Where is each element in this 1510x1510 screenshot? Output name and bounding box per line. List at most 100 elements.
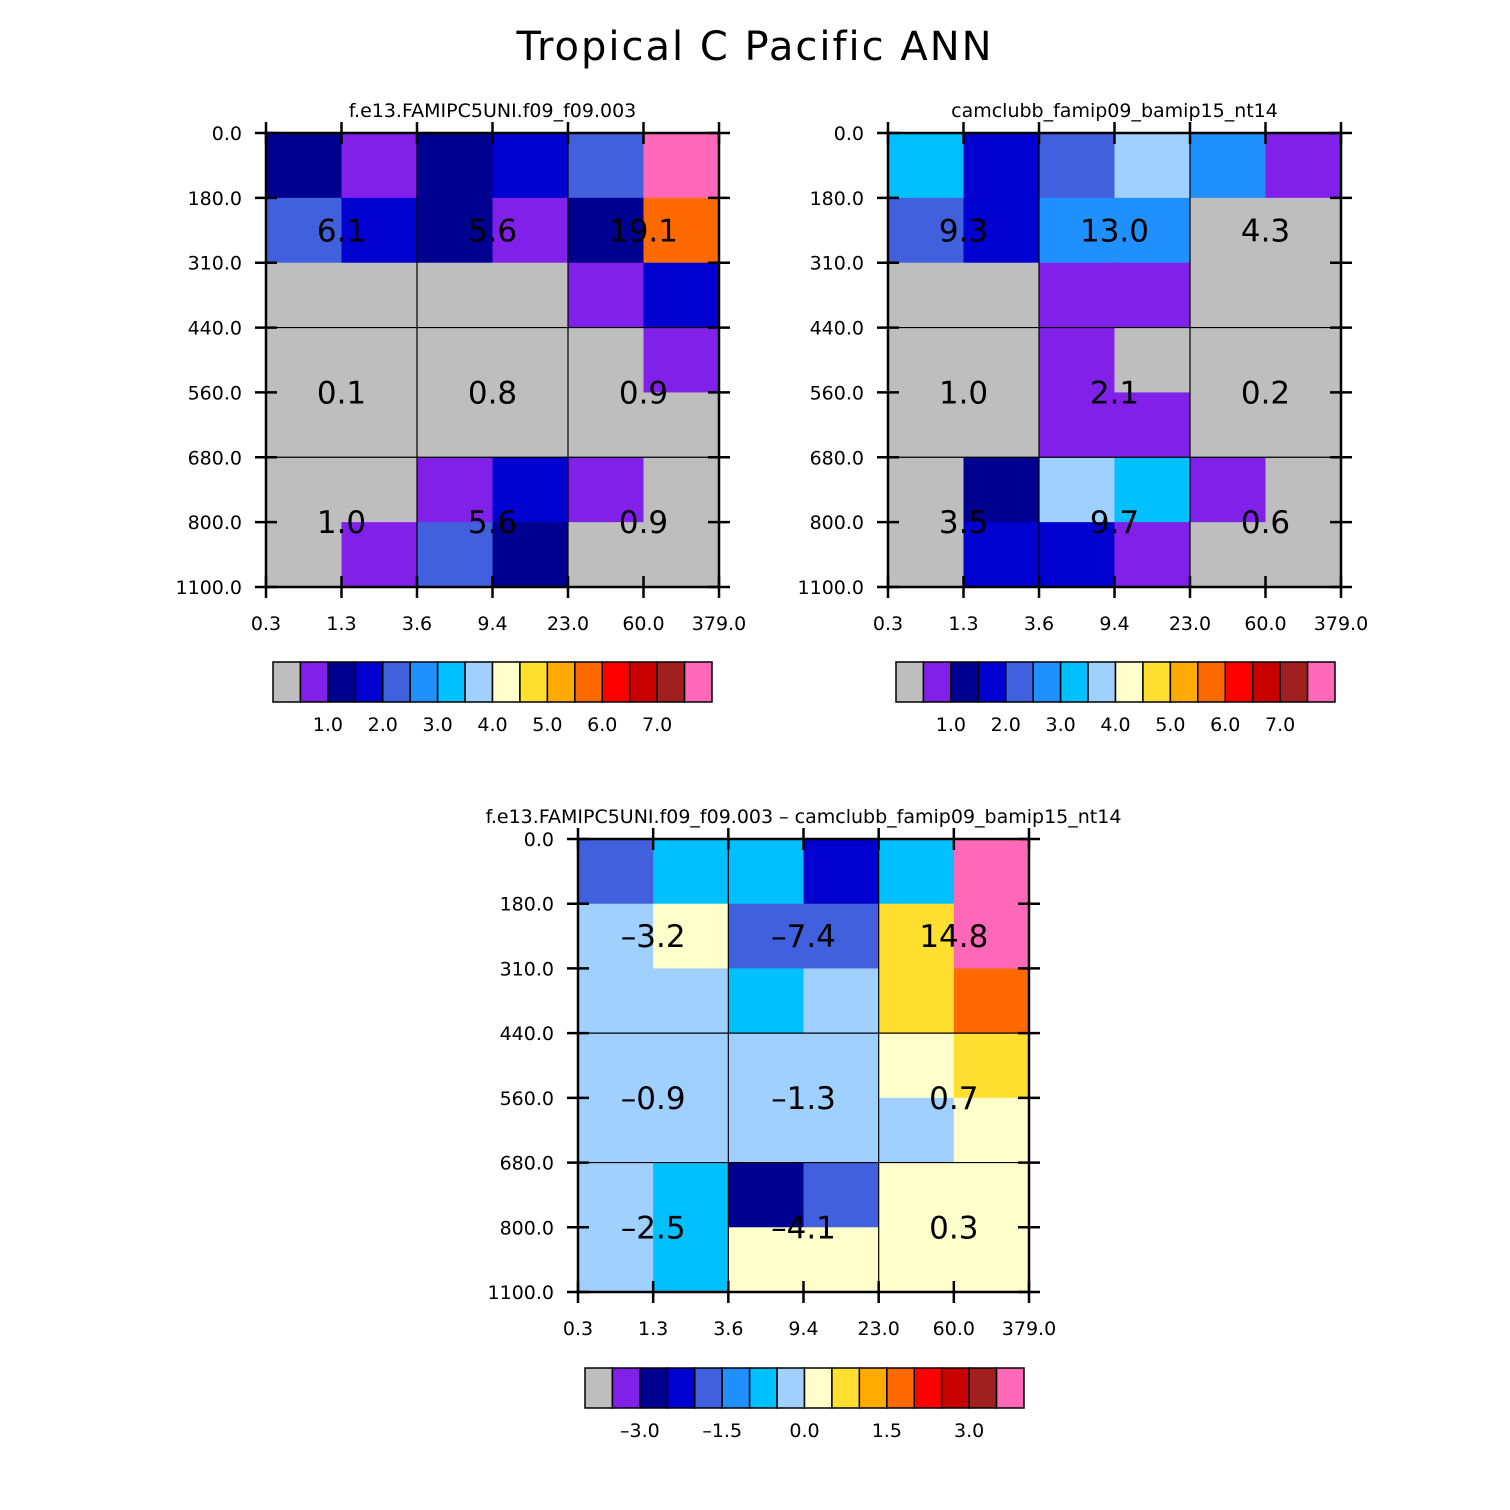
colorbar-box bbox=[1114, 661, 1144, 703]
heatmap-cell bbox=[417, 392, 493, 458]
colorbar-label: –1.5 bbox=[702, 1420, 742, 1442]
heatmap-cell bbox=[341, 133, 418, 199]
x-tick-label: 23.0 bbox=[858, 1318, 900, 1340]
colorbar-label: 2.0 bbox=[991, 714, 1021, 736]
colorbar-box bbox=[491, 661, 521, 703]
heatmap-cell bbox=[492, 392, 569, 458]
colorbar-box bbox=[409, 661, 439, 703]
heatmap-cell bbox=[1190, 262, 1266, 329]
colorbar-label: 2.0 bbox=[368, 714, 398, 736]
y-tick-label: 440.0 bbox=[500, 1023, 554, 1045]
heatmap-cell bbox=[963, 262, 1040, 329]
y-tick-label: 180.0 bbox=[810, 188, 864, 210]
group-value-label: 0.7 bbox=[929, 1081, 978, 1117]
heatmap-cell bbox=[953, 1097, 1030, 1164]
colorbar-box bbox=[895, 661, 925, 703]
y-tick-label: 800.0 bbox=[500, 1217, 554, 1239]
colorbar-box bbox=[1142, 661, 1172, 703]
x-tick-label: 3.6 bbox=[1024, 613, 1054, 635]
colorbar-label: –3.0 bbox=[620, 1420, 660, 1442]
x-tick-label: 379.0 bbox=[1314, 613, 1368, 635]
heatmap-cell bbox=[953, 839, 1030, 905]
heatmap-cell bbox=[878, 968, 955, 1034]
heatmap-cell bbox=[643, 522, 720, 588]
heatmap-cell bbox=[953, 1033, 1030, 1099]
x-tick-label: 0.3 bbox=[873, 613, 903, 635]
group-value-label: 3.5 bbox=[939, 505, 988, 541]
heatmap-cell bbox=[578, 1162, 654, 1228]
heatmap-cell bbox=[803, 968, 880, 1034]
heatmap-cell bbox=[888, 457, 964, 523]
group-value-label: –7.4 bbox=[771, 919, 836, 955]
panel-1: f.e13.FAMIPC5UNI.f09_f09.003 6.1 5.6 19.1 0.… bbox=[176, 100, 747, 736]
colorbar-box bbox=[694, 1367, 723, 1409]
heatmap-cell bbox=[1114, 133, 1191, 199]
y-tick-label: 1100.0 bbox=[488, 1282, 554, 1304]
heatmap-cell bbox=[492, 133, 569, 199]
heatmap-cell bbox=[963, 327, 1040, 393]
colorbar-box bbox=[666, 1367, 696, 1409]
colorbar-box bbox=[1032, 661, 1062, 703]
colorbar-box bbox=[977, 661, 1007, 703]
x-tick-label: 60.0 bbox=[933, 1318, 975, 1340]
heatmap-cell bbox=[653, 1227, 729, 1293]
heatmap-cell bbox=[878, 1033, 955, 1099]
heatmap-cell bbox=[953, 903, 1030, 969]
colorbar-box bbox=[382, 661, 411, 703]
colorbar-box bbox=[886, 1367, 915, 1409]
colorbar-box bbox=[639, 1367, 669, 1409]
colorbar-box bbox=[831, 1367, 861, 1409]
heatmap-cell bbox=[578, 1227, 654, 1293]
heatmap-cell bbox=[417, 262, 493, 329]
heatmap-cell bbox=[1039, 457, 1115, 523]
heatmap-cell bbox=[1265, 392, 1342, 458]
group-value-label: 1.0 bbox=[939, 375, 988, 411]
colorbar-box bbox=[601, 661, 631, 703]
heatmap-cell bbox=[888, 327, 964, 393]
heatmap-cell bbox=[1265, 522, 1342, 588]
group-value-label: 14.8 bbox=[919, 919, 988, 955]
y-tick-label: 800.0 bbox=[810, 512, 864, 534]
heatmap-cell bbox=[963, 522, 1040, 588]
colorbar-label: 4.0 bbox=[1100, 714, 1130, 736]
heatmap-cell bbox=[728, 1033, 804, 1099]
colorbar-label: 6.0 bbox=[587, 714, 617, 736]
heatmap-cell bbox=[653, 903, 729, 969]
heatmap-cell bbox=[341, 457, 418, 523]
heatmap-cell bbox=[728, 1227, 804, 1293]
x-tick-label: 379.0 bbox=[692, 613, 746, 635]
heatmap-cell bbox=[878, 839, 955, 905]
heatmap-cell bbox=[1114, 522, 1191, 588]
heatmap-cell bbox=[1265, 327, 1342, 393]
heatmap-cell bbox=[728, 903, 804, 969]
heatmap-cell bbox=[1039, 392, 1115, 458]
group-value-label: 6.1 bbox=[317, 213, 366, 249]
heatmap-cell bbox=[1114, 197, 1191, 264]
y-tick-label: 800.0 bbox=[188, 512, 242, 534]
y-tick-label: 310.0 bbox=[500, 958, 554, 980]
heatmap-cell bbox=[492, 327, 569, 393]
heatmap-cell bbox=[1190, 392, 1266, 458]
colorbar-box bbox=[922, 661, 952, 703]
x-tick-label: 3.6 bbox=[713, 1318, 743, 1340]
heatmap-cell bbox=[417, 133, 493, 199]
heatmap-cell bbox=[341, 197, 418, 264]
y-tick-label: 680.0 bbox=[810, 447, 864, 469]
colorbar-box bbox=[803, 1367, 833, 1409]
y-tick-label: 0.0 bbox=[212, 123, 242, 145]
x-tick-label: 0.3 bbox=[251, 613, 281, 635]
y-tick-label: 1100.0 bbox=[176, 577, 242, 599]
panel-title: f.e13.FAMIPC5UNI.f09_f09.003 bbox=[349, 100, 637, 122]
x-tick-label: 1.3 bbox=[326, 613, 356, 635]
heatmap-cell bbox=[888, 262, 964, 329]
colorbar-label: 1.0 bbox=[936, 714, 966, 736]
heatmap-cell bbox=[1190, 522, 1266, 588]
heatmap-cell bbox=[568, 197, 644, 264]
y-tick-label: 1100.0 bbox=[798, 577, 864, 599]
colorbar-box bbox=[656, 661, 686, 703]
heatmap-cell bbox=[878, 1097, 955, 1164]
y-tick-label: 180.0 bbox=[500, 894, 554, 916]
heatmap-cell bbox=[888, 133, 964, 199]
